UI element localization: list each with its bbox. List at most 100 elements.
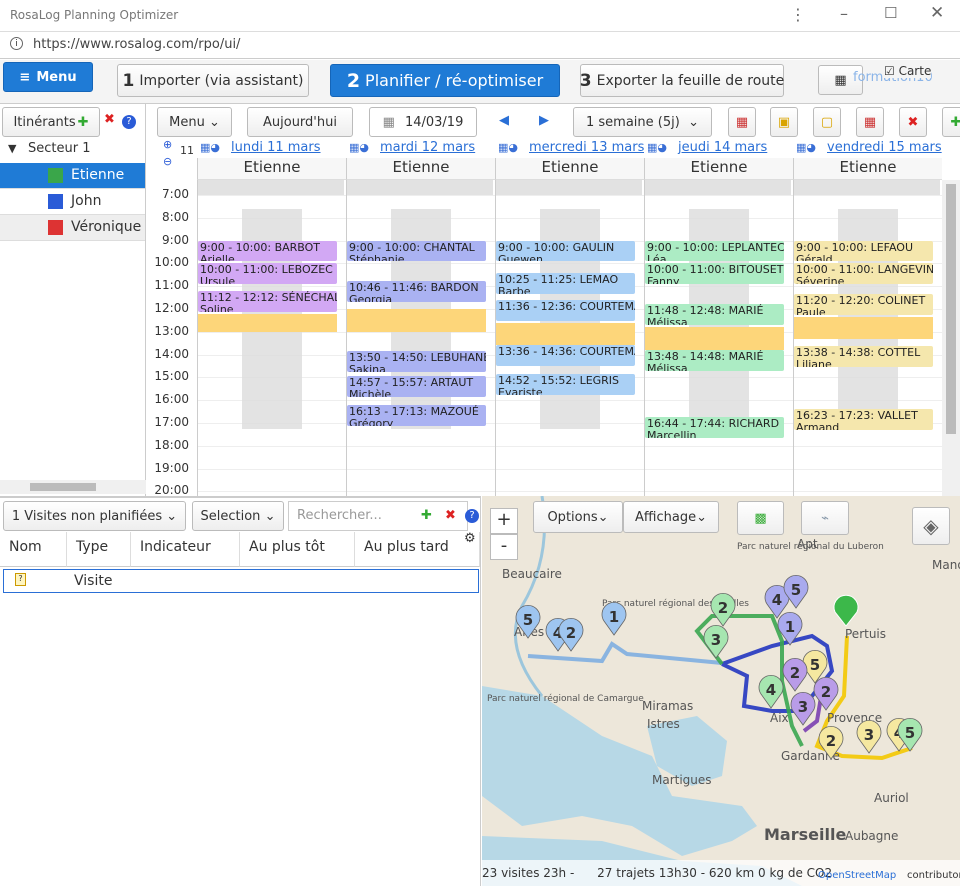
step-button[interactable]: 1 Importer (via assistant) (117, 64, 309, 97)
map-marker[interactable] (790, 691, 816, 726)
clear-icon[interactable]: ✖ (899, 107, 927, 137)
map-toggle[interactable]: ☑ Carte (884, 64, 932, 78)
info-icon[interactable]: i (10, 37, 23, 50)
delete-icon[interactable]: ✖ (104, 112, 115, 127)
column-header[interactable]: Indicateur (131, 532, 240, 567)
close[interactable]: ✕ (930, 3, 945, 23)
help[interactable]: ? (465, 509, 479, 523)
column-header[interactable]: Type (67, 532, 131, 567)
selection-select[interactable]: Selection ⌄ (192, 501, 284, 531)
table-row[interactable] (3, 569, 479, 593)
event[interactable]: 10:00 - 11:00: LANGEVIN Séverine (794, 263, 933, 285)
event[interactable]: 9:00 - 10:00: LEPLANTEC Léa (645, 240, 784, 262)
step-button[interactable]: 2 Planifier / ré-optimiser (330, 64, 560, 97)
event[interactable]: 9:00 - 10:00: GAULIN Guewen (496, 240, 635, 262)
map-marker[interactable] (782, 657, 808, 692)
event[interactable]: 14:52 - 15:52: LEGRIS Evariste (496, 374, 635, 396)
map-marker[interactable] (601, 601, 627, 636)
resource-row[interactable]: Véronique (0, 215, 145, 241)
cal-icon-1[interactable]: ▦ (728, 107, 756, 137)
zoom-in[interactable]: ⊕ (163, 138, 173, 151)
calendar-menu[interactable]: Menu ⌄ (157, 107, 232, 137)
options-button[interactable]: Options ⌄ (533, 501, 623, 533)
map-marker[interactable] (710, 592, 736, 627)
map-marker[interactable] (813, 676, 839, 711)
add[interactable]: ✚ (421, 508, 432, 523)
event[interactable]: 13:48 - 14:48: MARIÉ Mélissa (645, 350, 784, 371)
map-marker[interactable] (558, 617, 584, 652)
day-link[interactable]: jeudi 14 mars (678, 140, 768, 155)
unplanned-select[interactable]: 1 Visites non planifiées ⌄ (3, 501, 186, 531)
add-icon[interactable]: ✚ (942, 107, 960, 137)
map-marker[interactable] (777, 611, 803, 646)
event[interactable]: 11:48 - 12:48: MARIÉ Mélissa (645, 304, 784, 326)
clear[interactable]: ✖ (445, 508, 456, 523)
event[interactable]: 9:00 - 10:00: LEFAOU Gérald (794, 240, 933, 262)
prev[interactable]: ◀ (499, 113, 509, 128)
map-marker[interactable] (897, 717, 923, 752)
map-tool[interactable]: ⌁ (801, 501, 849, 535)
sector[interactable]: Secteur 1 (28, 141, 91, 156)
map-marker[interactable] (764, 584, 790, 619)
url[interactable]: https://www.rosalog.com/rpo/ui/ (33, 37, 241, 52)
attribution-link[interactable]: OpenStreetMap (818, 870, 896, 881)
display-button[interactable]: Affichage ⌄ (623, 501, 719, 533)
tree-arrow[interactable]: ▼ (8, 142, 17, 155)
search-box[interactable]: Rechercher... ✚ ✖ (288, 501, 468, 531)
event[interactable]: 10:00 - 11:00: LEBOZEC Ursule (198, 263, 337, 285)
layers[interactable]: ◈ (912, 507, 950, 545)
window-menu[interactable]: ⋮ (790, 5, 806, 24)
event[interactable]: 10:00 - 11:00: BITOUSET Fanny (645, 263, 784, 285)
date-input[interactable]: ▦ 14/03/19 (369, 107, 477, 137)
today-button[interactable]: Aujourd'hui (247, 107, 353, 137)
maximize[interactable]: ☐ (884, 4, 898, 22)
range-select[interactable]: 1 semaine (5j) ⌄ (573, 107, 712, 137)
map-marker[interactable] (758, 674, 784, 709)
event[interactable]: 11:12 - 12:12: SÉNÉCHAL Soline (198, 290, 337, 312)
unlock-icon[interactable]: ▢ (813, 107, 841, 137)
map-marker[interactable] (818, 725, 844, 760)
event[interactable]: 9:00 - 10:00: BARBOT Arielle (198, 240, 337, 262)
day-link[interactable]: mardi 12 mars (380, 140, 476, 155)
day-link[interactable]: vendredi 15 mars (827, 140, 942, 155)
event[interactable]: 10:25 - 11:25: LEMAO Barbe (496, 272, 635, 294)
event[interactable]: 11:20 - 12:20: COLINET Paule (794, 293, 933, 315)
settings[interactable]: ⚙ (464, 531, 476, 546)
map-marker[interactable] (515, 604, 541, 639)
event[interactable]: 9:00 - 10:00: CHANTAL Stéphanie (347, 240, 486, 262)
day-link[interactable]: mercredi 13 mars (529, 140, 644, 155)
map-marker[interactable] (856, 719, 882, 754)
map-marker[interactable] (703, 624, 729, 659)
event[interactable]: 13:50 - 14:50: LEBUHANEC Sakina (347, 350, 486, 372)
resource-row[interactable]: John (0, 189, 145, 215)
column-header[interactable]: Au plus tard (355, 532, 480, 567)
event[interactable]: 14:57 - 15:57: ARTAUT Michèle (347, 376, 486, 398)
minimize[interactable]: – (840, 4, 848, 23)
lock-icon[interactable]: ▣ (770, 107, 798, 137)
event[interactable]: 16:23 - 17:23: VALLET Armand (794, 408, 933, 430)
v-scroll-thumb[interactable] (946, 184, 956, 434)
scroll-thumb[interactable] (30, 483, 96, 491)
zoom-out[interactable]: - (490, 534, 518, 560)
resources-button[interactable]: Itinérants ✚ (2, 107, 100, 137)
step-button[interactable]: 3 Exporter la feuille de route (580, 64, 784, 97)
map-tool[interactable]: ▩ (737, 501, 784, 535)
cal-icon-2[interactable]: ▦ (856, 107, 884, 137)
device-button[interactable]: ▦ (818, 65, 863, 95)
zoom-out[interactable]: ⊖ (163, 155, 173, 168)
resource-row[interactable]: Etienne (0, 163, 145, 189)
event[interactable]: 16:13 - 17:13: MAZOUÉ Grégory (347, 405, 486, 426)
event[interactable]: 10:46 - 11:46: BARDON Georgia (347, 280, 486, 302)
event[interactable]: 11:36 - 12:36: COURTEMANCHE Dorine (496, 299, 635, 321)
zoom-in[interactable]: + (490, 508, 518, 534)
day-link[interactable]: lundi 11 mars (231, 140, 321, 155)
map-marker[interactable] (783, 574, 809, 609)
event[interactable]: 16:44 - 17:44: RICHARD Marcellin (645, 416, 784, 438)
help-icon[interactable]: ? (122, 115, 136, 129)
column-header[interactable]: Nom (0, 532, 67, 567)
event[interactable]: 13:38 - 14:38: COTTEL Liliane (794, 346, 933, 368)
column-header[interactable]: Au plus tôt (240, 532, 355, 567)
event[interactable]: 13:36 - 14:36: COURTEMANCHE Dorine (496, 345, 635, 367)
next[interactable]: ▶ (539, 113, 549, 128)
main-menu[interactable]: ≡ Menu (3, 62, 93, 92)
